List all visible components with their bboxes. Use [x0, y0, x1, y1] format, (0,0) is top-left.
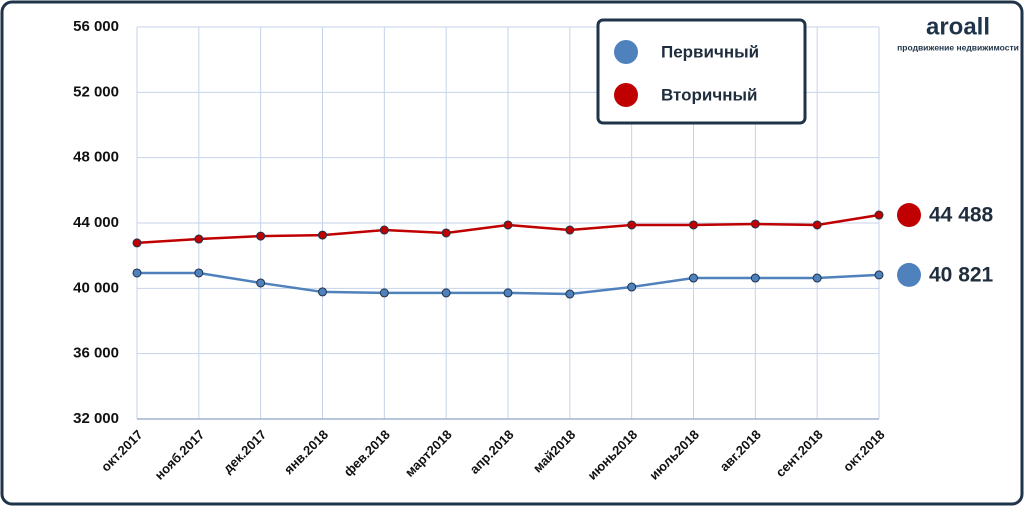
y-tick-label: 56 000: [73, 18, 119, 35]
point: [318, 287, 327, 297]
point: [874, 270, 884, 280]
point: [441, 288, 451, 298]
y-tick-label: 44 000: [73, 214, 119, 231]
y-tick-label: 52 000: [73, 83, 119, 100]
point: [132, 268, 142, 278]
marks: 40 821 44 488: [132, 203, 994, 299]
point: [503, 220, 513, 230]
point: [750, 219, 760, 229]
legend-marker: [614, 40, 638, 64]
logo: aroall: [926, 13, 990, 40]
point: [379, 288, 389, 298]
point: [874, 210, 884, 220]
value-label: 40 821: [929, 263, 994, 286]
point: [689, 273, 698, 283]
point: [132, 238, 142, 248]
point: [565, 225, 575, 235]
value-label-dot: [897, 262, 921, 287]
value-label: 44 488: [929, 204, 994, 227]
point: [318, 230, 327, 240]
point: [194, 268, 204, 278]
point: [503, 288, 513, 298]
y-tick-label: 48 000: [73, 149, 119, 166]
point: [689, 220, 698, 230]
y-tick-label: 32 000: [73, 410, 119, 427]
point: [627, 282, 637, 292]
y-tick-label: 36 000: [73, 345, 119, 362]
legend-marker: [614, 83, 638, 107]
logo-tagline: продвижение недвижимости: [897, 42, 1019, 52]
point: [256, 231, 266, 241]
y-tick-label: 40 000: [73, 279, 119, 296]
legend-label: Первичный: [661, 42, 759, 61]
point: [256, 278, 266, 288]
point: [812, 220, 822, 230]
point: [750, 273, 760, 283]
legend-box: [596, 18, 807, 125]
point: [379, 225, 389, 235]
point: [441, 228, 451, 238]
point: [565, 289, 575, 299]
point: [194, 234, 204, 244]
legend-label: Вторичный: [661, 85, 757, 104]
value-label-dot: [897, 203, 921, 228]
point: [627, 220, 637, 230]
point: [812, 273, 822, 283]
